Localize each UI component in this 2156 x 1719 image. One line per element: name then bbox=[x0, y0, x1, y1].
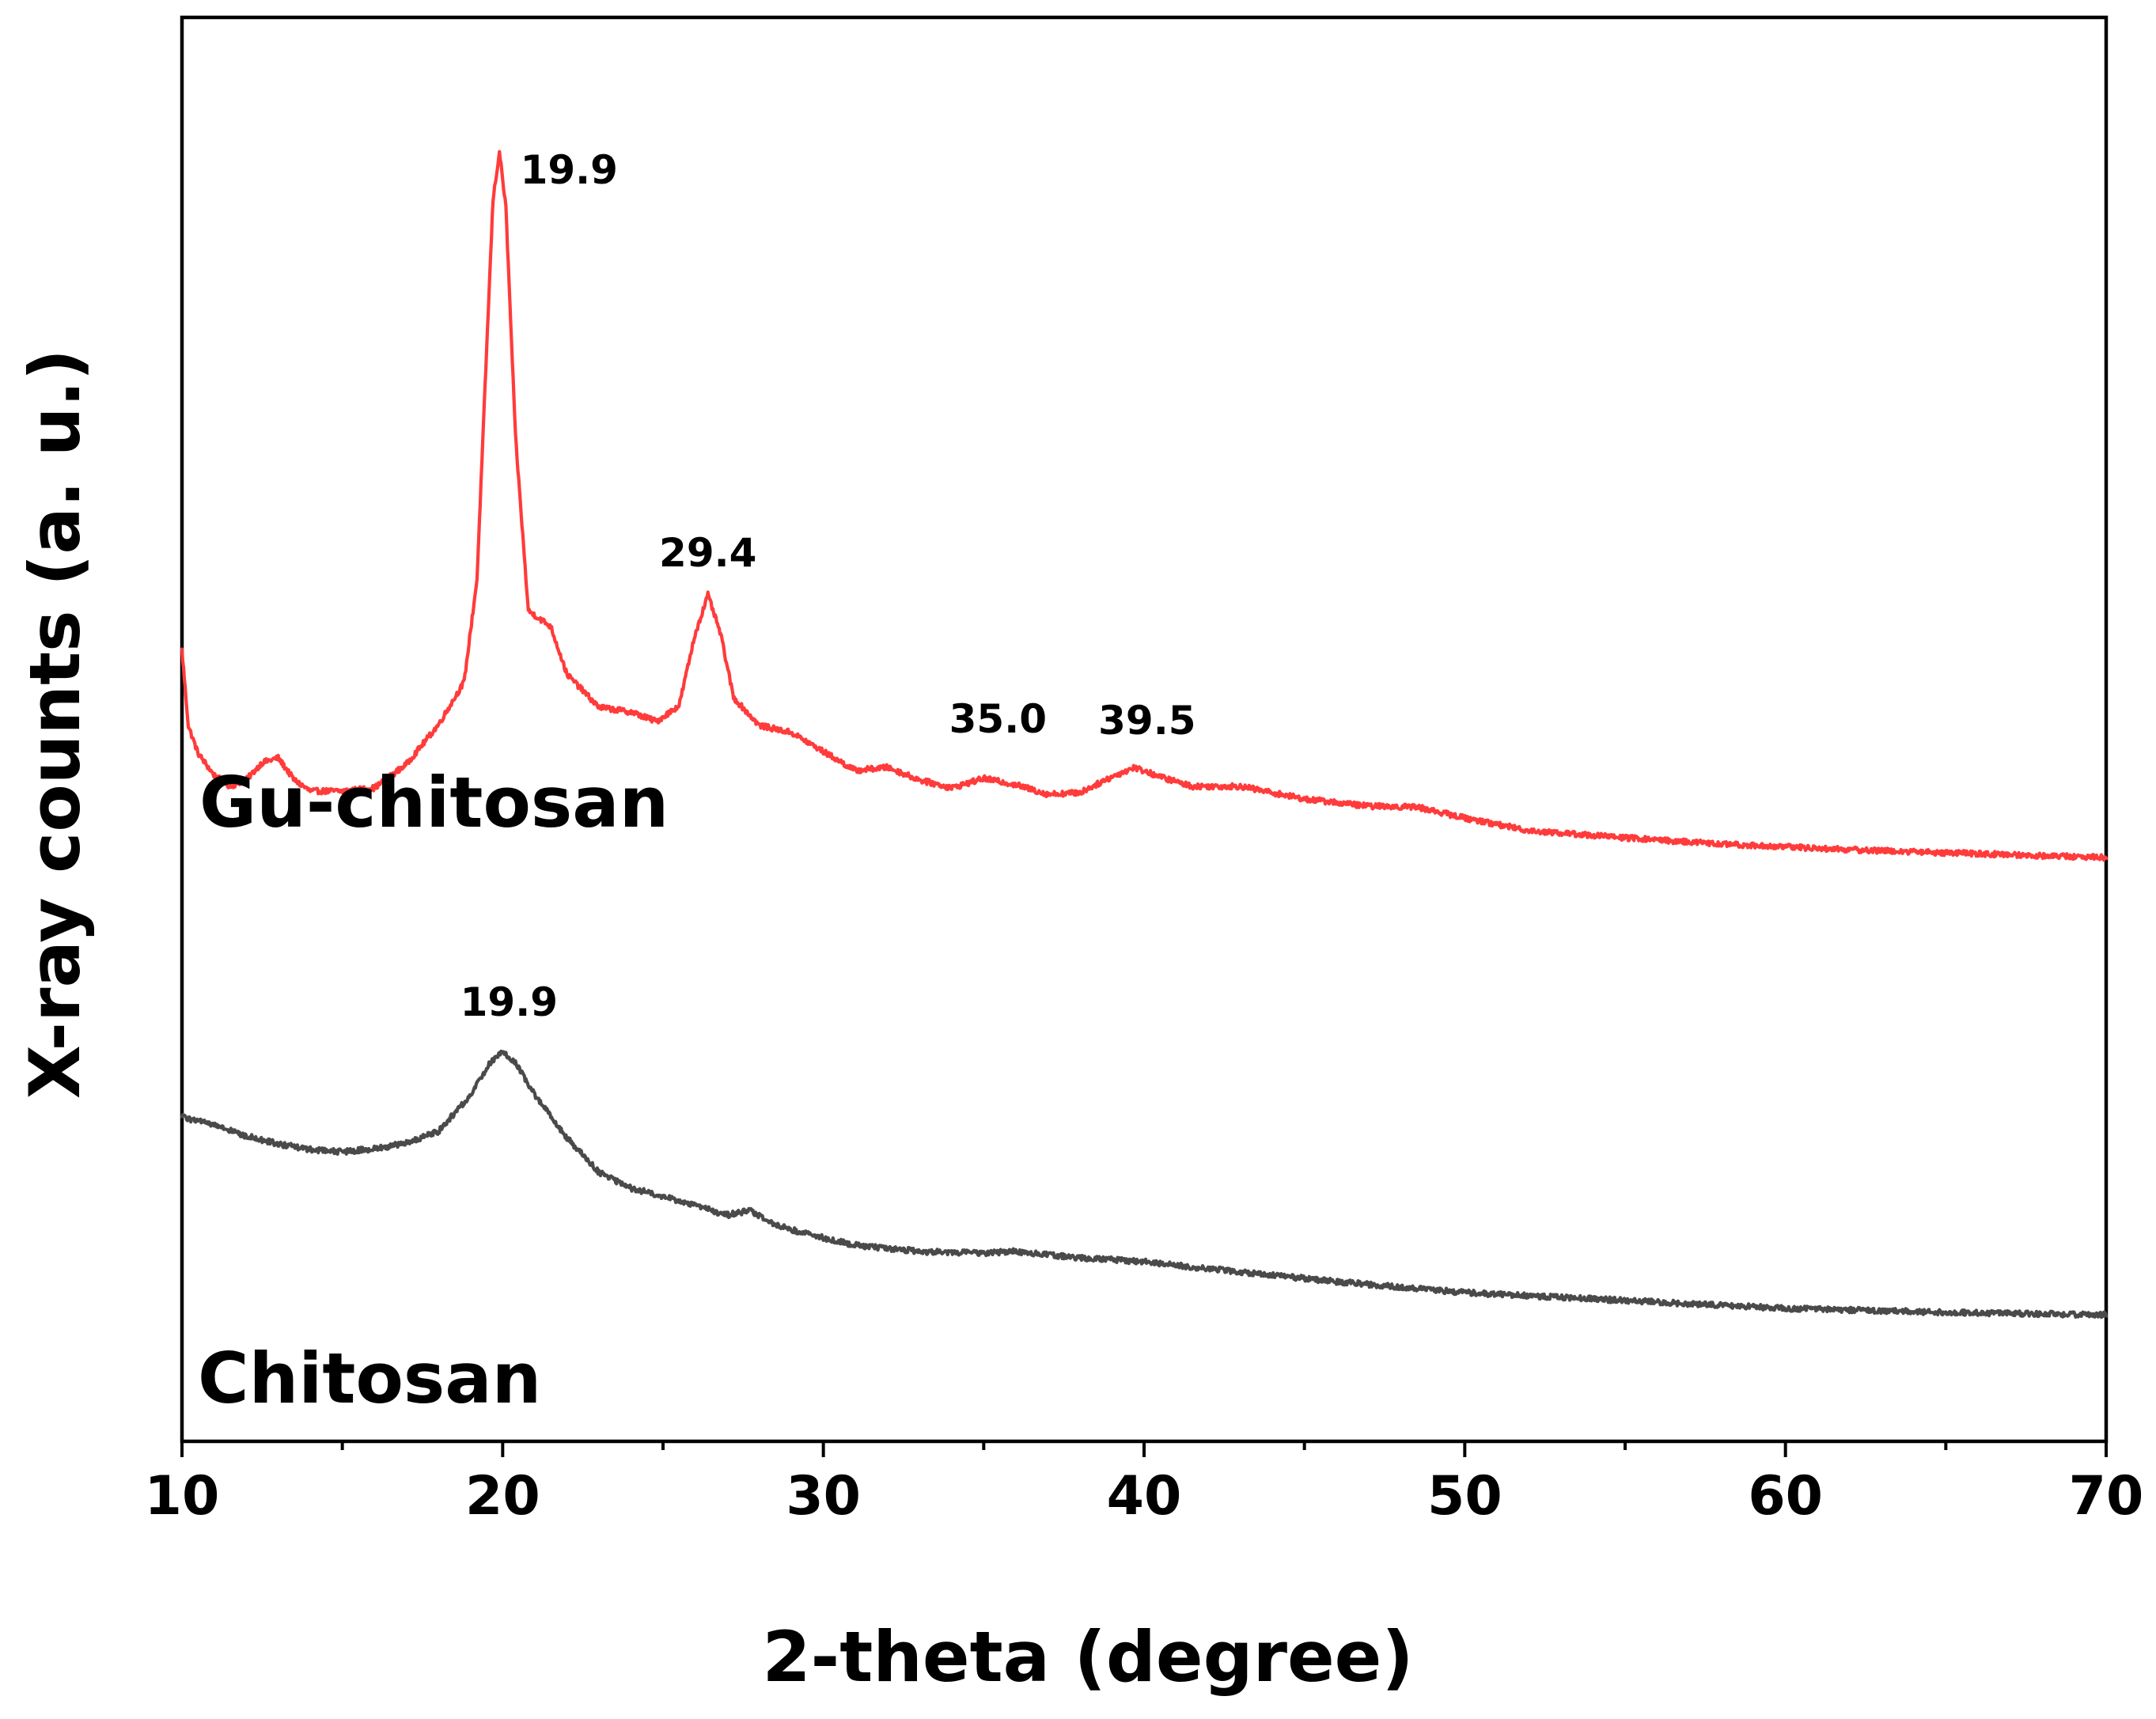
x-axis-ticks: 10 20 30 40 50 60 70 bbox=[145, 1441, 2144, 1528]
peak-annotations: 19.9 29.4 35.0 39.5 19.9 bbox=[460, 147, 1196, 1025]
series-layer bbox=[180, 150, 2109, 1320]
x-tick-label: 50 bbox=[1427, 1465, 1502, 1528]
x-tick-label: 20 bbox=[465, 1465, 540, 1528]
x-tick-label: 60 bbox=[1748, 1465, 1823, 1528]
x-tick-label: 40 bbox=[1107, 1465, 1182, 1528]
peak-label: 19.9 bbox=[460, 979, 558, 1025]
series-line-gu-chitosan bbox=[180, 150, 2109, 862]
series-label-chitosan: Chitosan bbox=[198, 1338, 541, 1419]
peak-label: 35.0 bbox=[949, 696, 1047, 742]
y-axis-title: X-ray counts (a. u.) bbox=[14, 349, 96, 1099]
x-tick-label: 70 bbox=[2069, 1465, 2144, 1528]
peak-label: 29.4 bbox=[659, 530, 756, 576]
series-label-gu-chitosan: Gu-chitosan bbox=[199, 762, 669, 843]
series-line-chitosan bbox=[180, 1049, 2109, 1320]
peak-label: 19.9 bbox=[521, 147, 618, 193]
x-tick-label: 10 bbox=[145, 1465, 220, 1528]
x-axis-title: 2-theta (degree) bbox=[762, 1616, 1413, 1698]
peak-label: 39.5 bbox=[1098, 698, 1195, 744]
x-tick-label: 30 bbox=[786, 1465, 861, 1528]
